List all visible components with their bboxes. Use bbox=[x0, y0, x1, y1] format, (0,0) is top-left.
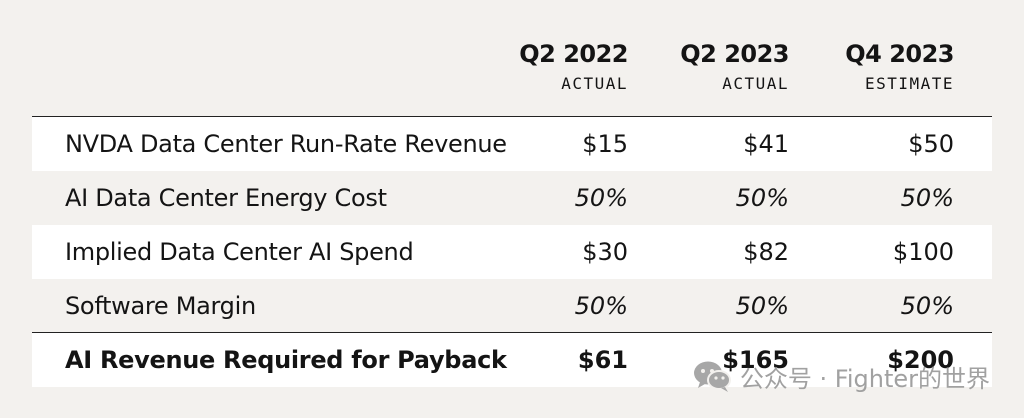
table-row: NVDA Data Center Run-Rate Revenue $15 $4… bbox=[32, 117, 992, 171]
row-value: $165 bbox=[722, 346, 789, 374]
column-header-q2-2023: Q2 2023 ACTUAL bbox=[680, 40, 789, 94]
row-value: 50% bbox=[900, 184, 954, 212]
row-value: $41 bbox=[743, 130, 789, 158]
watermark-text: 公众号 · Fighter的世界 bbox=[739, 364, 990, 393]
row-value: 50% bbox=[735, 184, 789, 212]
row-value: $50 bbox=[908, 130, 954, 158]
header-divider bbox=[32, 116, 992, 117]
row-value: 50% bbox=[735, 292, 789, 320]
column-period: Q2 2022 bbox=[519, 40, 628, 68]
column-kind: ESTIMATE bbox=[864, 74, 954, 93]
row-value: 50% bbox=[900, 292, 954, 320]
row-label: Implied Data Center AI Spend bbox=[65, 238, 414, 266]
table-row: AI Data Center Energy Cost 50% 50% 50% bbox=[32, 171, 992, 225]
column-period: Q4 2023 bbox=[845, 40, 954, 68]
row-value: $200 bbox=[887, 346, 954, 374]
row-value: $82 bbox=[743, 238, 789, 266]
watermark: 公众号 · Fighter的世界 bbox=[692, 356, 990, 396]
row-value: 50% bbox=[574, 184, 628, 212]
column-period: Q2 2023 bbox=[680, 40, 789, 68]
row-value: $100 bbox=[892, 238, 954, 266]
row-value: $61 bbox=[577, 346, 628, 374]
column-kind: ACTUAL bbox=[561, 74, 628, 93]
column-header-q2-2022: Q2 2022 ACTUAL bbox=[519, 40, 628, 94]
row-label: NVDA Data Center Run-Rate Revenue bbox=[65, 130, 507, 158]
table-row: Software Margin 50% 50% 50% bbox=[32, 279, 992, 333]
row-label: AI Revenue Required for Payback bbox=[65, 346, 507, 374]
table-row: Implied Data Center AI Spend $30 $82 $10… bbox=[32, 225, 992, 279]
total-divider bbox=[32, 332, 992, 333]
row-label: AI Data Center Energy Cost bbox=[65, 184, 387, 212]
table-header: Q2 2022 ACTUAL Q2 2023 ACTUAL Q4 2023 ES… bbox=[0, 0, 1024, 116]
row-value: $15 bbox=[582, 130, 628, 158]
column-kind: ACTUAL bbox=[722, 74, 789, 93]
wechat-icon bbox=[693, 361, 731, 392]
column-header-q4-2023: Q4 2023 ESTIMATE bbox=[845, 40, 954, 94]
row-label: Software Margin bbox=[65, 292, 256, 320]
table-row-total: AI Revenue Required for Payback $61 $165… bbox=[32, 333, 992, 387]
row-value: $30 bbox=[582, 238, 628, 266]
row-value: 50% bbox=[574, 292, 628, 320]
